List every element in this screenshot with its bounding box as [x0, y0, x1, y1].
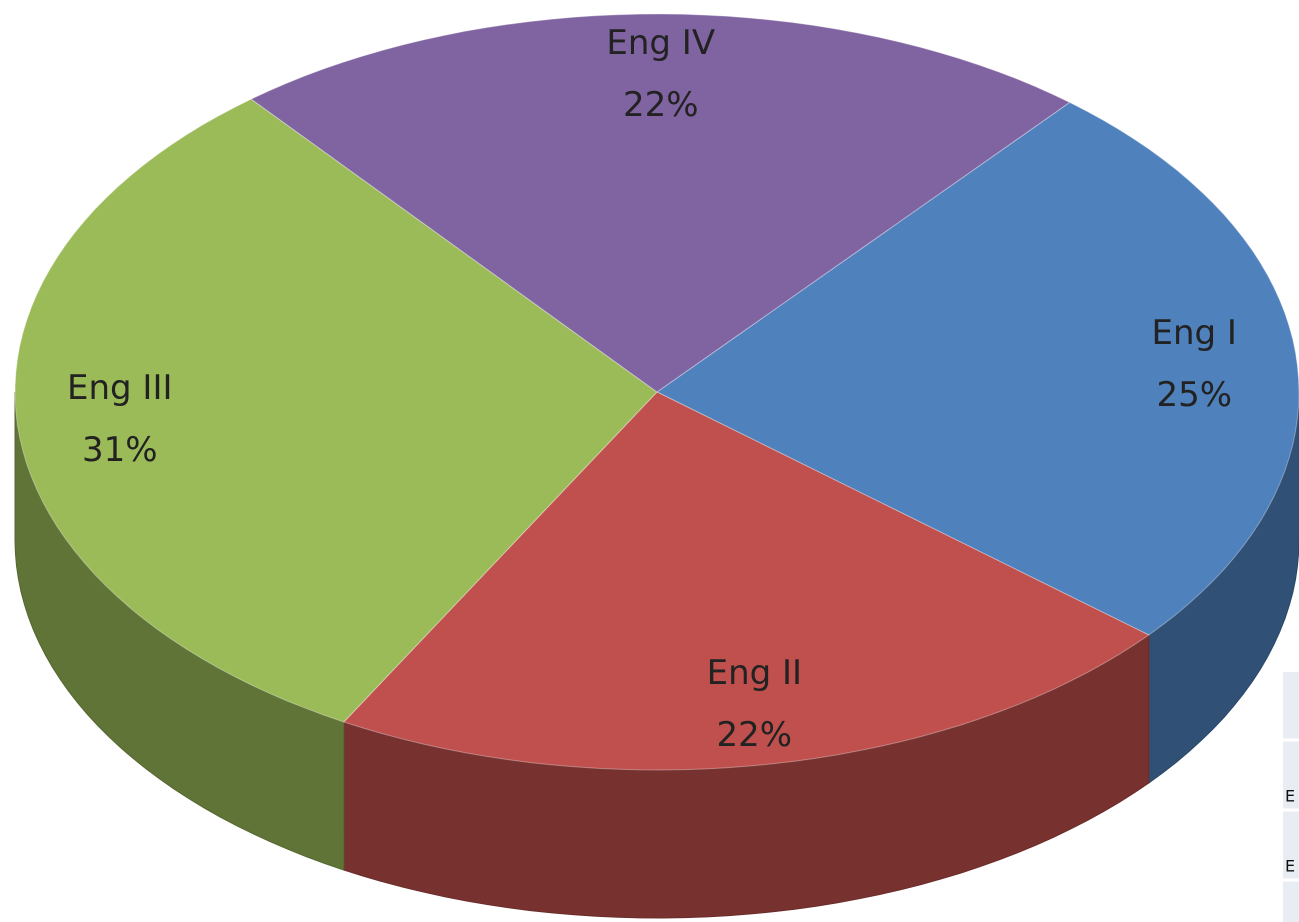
cell-text: E: [1285, 787, 1295, 806]
slice-name: Eng III: [67, 368, 173, 408]
table-fragment: [1283, 672, 1299, 922]
slice-value: 22%: [623, 85, 699, 125]
pie-sides: [14, 391, 1299, 919]
slice-value: 25%: [1156, 375, 1232, 415]
slice-name: Eng I: [1152, 313, 1237, 353]
cell-text: E: [1285, 857, 1295, 876]
cropped-table: E E: [1283, 672, 1299, 922]
slice: [250, 13, 1071, 393]
slice: [656, 101, 1299, 636]
slice-name: Eng IV: [606, 23, 715, 63]
pie-labels: Eng I 25% Eng II 22% Eng III 31% Eng IV 22%: [67, 23, 1237, 755]
slice-name: Eng II: [707, 653, 802, 693]
pie-tops: [14, 13, 1299, 771]
slice: [14, 98, 658, 723]
slice: [342, 391, 1150, 771]
slice-value: 22%: [717, 715, 793, 755]
slice-value: 31%: [82, 430, 158, 470]
